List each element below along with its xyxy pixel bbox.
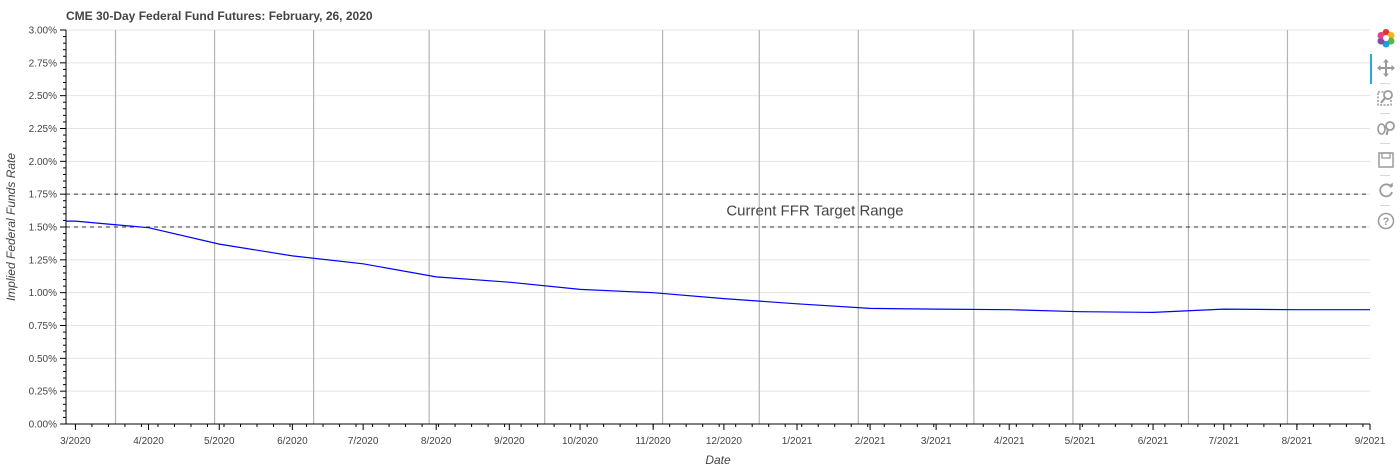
- x-tick-label: 6/2021: [1138, 436, 1169, 447]
- data-point: [435, 276, 437, 278]
- y-tick-label: 2.25%: [29, 124, 57, 135]
- y-tick-label: 3.00%: [29, 26, 57, 37]
- y-tick-label: 0.00%: [29, 420, 57, 431]
- x-tick-label: 2/2021: [855, 436, 886, 447]
- x-tick-label: 9/2020: [494, 436, 525, 447]
- x-tick-label: 12/2020: [706, 436, 743, 447]
- data-point: [362, 263, 364, 265]
- toolbar-separator: [1380, 83, 1390, 84]
- y-axis-label: Implied Federal Funds Rate: [4, 153, 18, 301]
- x-tick-label: 4/2020: [133, 436, 164, 447]
- x-tick-label: 6/2020: [277, 436, 308, 447]
- bokeh-logo-icon[interactable]: [1376, 28, 1396, 48]
- x-tick-label: 3/2021: [921, 436, 952, 447]
- data-point: [1152, 312, 1154, 314]
- svg-text:?: ?: [1383, 216, 1390, 228]
- x-tick-label: 10/2020: [562, 436, 599, 447]
- x-tick-label: 8/2020: [421, 436, 452, 447]
- wheel-zoom-icon[interactable]: [1376, 118, 1396, 138]
- data-point: [869, 308, 871, 310]
- toolbar-separator: [1380, 205, 1390, 206]
- target-range-label: Current FFR Target Range: [726, 203, 903, 220]
- y-tick-label: 1.25%: [29, 255, 57, 266]
- x-tick-label: 7/2021: [1209, 436, 1240, 447]
- save-icon[interactable]: [1376, 150, 1396, 170]
- y-tick-label: 1.50%: [29, 223, 57, 234]
- data-point: [1008, 309, 1010, 311]
- data-point: [652, 292, 654, 294]
- x-axis-label: Date: [705, 453, 731, 466]
- data-point: [579, 289, 581, 291]
- box-zoom-icon[interactable]: [1376, 88, 1396, 108]
- x-tick-label: 7/2020: [348, 436, 379, 447]
- chart-title: CME 30-Day Federal Fund Futures: Februar…: [66, 9, 373, 23]
- data-point: [935, 308, 937, 310]
- x-tick-label: 5/2021: [1065, 436, 1096, 447]
- y-tick-label: 0.75%: [29, 321, 57, 332]
- y-tick-label: 1.00%: [29, 288, 57, 299]
- y-tick-label: 1.75%: [29, 190, 57, 201]
- data-point: [1223, 308, 1225, 310]
- x-tick-label: 11/2020: [635, 436, 671, 447]
- y-tick-label: 2.00%: [29, 157, 57, 168]
- data-point: [509, 281, 511, 283]
- x-tick-label: 9/2021: [1355, 436, 1386, 447]
- y-tick-label: 2.75%: [29, 58, 57, 69]
- chart-toolbar: ?: [1370, 28, 1400, 268]
- pan-icon[interactable]: [1376, 58, 1396, 78]
- data-point: [1369, 309, 1371, 311]
- data-point: [292, 255, 294, 257]
- x-tick-label: 4/2021: [994, 436, 1025, 447]
- x-tick-label: 5/2020: [204, 436, 235, 447]
- data-point: [148, 227, 150, 229]
- data-point: [723, 298, 725, 300]
- data-point: [218, 243, 220, 245]
- x-tick-label: 3/2020: [60, 436, 91, 447]
- toolbar-separator: [1380, 143, 1390, 144]
- y-tick-label: 2.50%: [29, 91, 57, 102]
- toolbar-separator: [1380, 113, 1390, 114]
- series-line: [66, 220, 1370, 314]
- reset-icon[interactable]: [1376, 180, 1396, 200]
- y-tick-label: 0.50%: [29, 354, 57, 365]
- data-point: [1296, 309, 1298, 311]
- toolbar-separator: [1380, 175, 1390, 176]
- help-icon[interactable]: ?: [1376, 211, 1396, 231]
- data-point: [796, 303, 798, 305]
- active-tool-indicator: [1370, 54, 1372, 84]
- data-point: [1079, 311, 1081, 313]
- x-tick-label: 1/2021: [782, 436, 813, 447]
- data-point: [75, 220, 77, 222]
- y-tick-label: 0.25%: [29, 387, 57, 398]
- x-tick-label: 8/2021: [1282, 436, 1313, 447]
